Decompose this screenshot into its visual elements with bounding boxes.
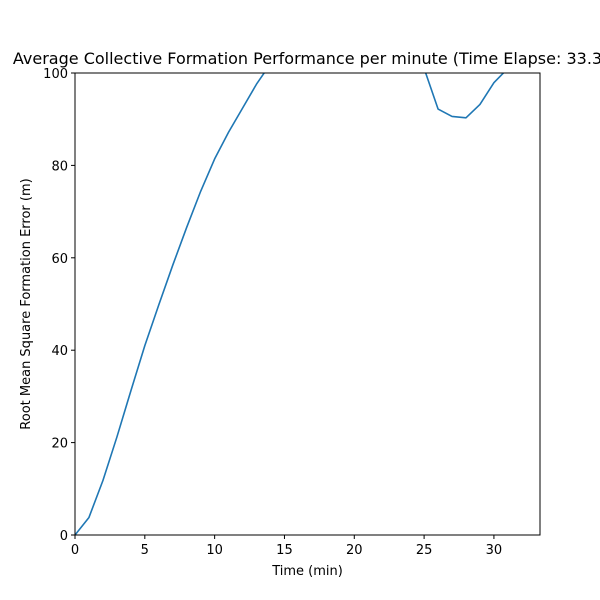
y-tick-label: 20 [51, 437, 68, 452]
plot-area [75, 73, 540, 535]
y-axis-ticks: 0 20 40 60 80 100 [43, 67, 75, 544]
x-tick-label: 5 [141, 543, 149, 558]
axes-frame [74, 72, 541, 536]
y-tick-label: 40 [51, 344, 68, 359]
y-tick-label: 0 [60, 529, 68, 544]
x-tick-label: 25 [416, 543, 433, 558]
series-layer [75, 73, 505, 535]
chart-title: Average Collective Formation Performance… [13, 49, 600, 68]
x-tick-label: 20 [346, 543, 363, 558]
x-tick-label: 10 [206, 543, 223, 558]
x-tick-label: 30 [486, 543, 503, 558]
x-tick-label: 15 [276, 543, 293, 558]
x-tick-label: 0 [71, 543, 79, 558]
y-tick-label: 100 [43, 67, 68, 82]
y-tick-label: 80 [51, 159, 68, 174]
x-axis-label: Time (min) [271, 564, 343, 579]
series-line [75, 73, 505, 535]
y-tick-label: 60 [51, 252, 68, 267]
x-axis-ticks: 0 5 10 15 20 25 30 [71, 535, 502, 558]
y-axis-label: Root Mean Square Formation Error (m) [19, 178, 34, 429]
